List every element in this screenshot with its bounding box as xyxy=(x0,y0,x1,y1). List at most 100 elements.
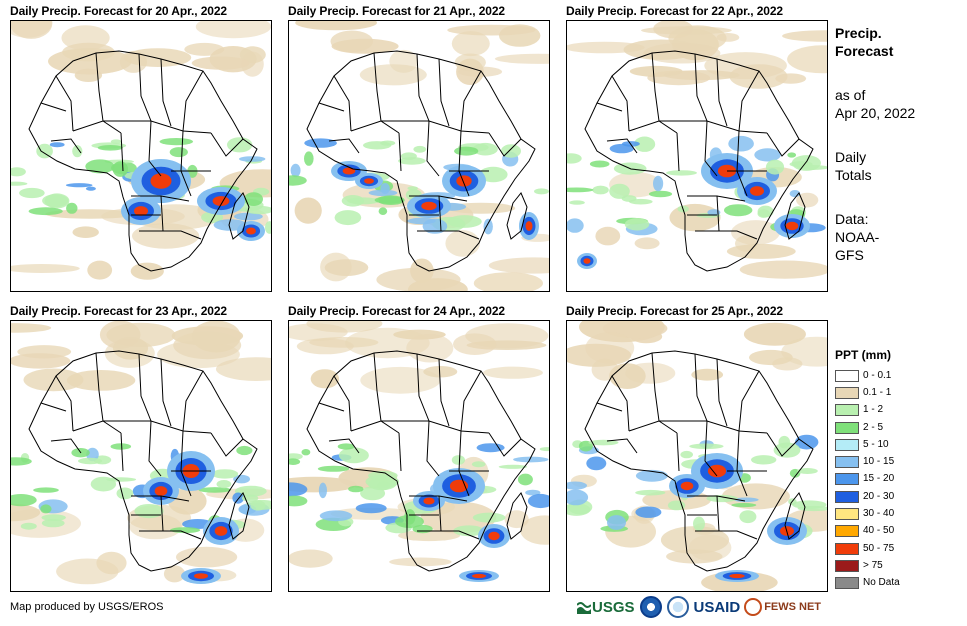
panel-title: Daily Precip. Forecast for 21 Apr., 2022 xyxy=(288,4,505,18)
precip-patch xyxy=(634,237,660,250)
border-line xyxy=(148,420,162,477)
border-line xyxy=(160,58,172,127)
precip-patch xyxy=(498,464,528,469)
legend-item: No Data xyxy=(835,575,960,592)
precip-patch xyxy=(447,24,536,36)
precip-patch xyxy=(680,481,694,491)
border-line xyxy=(72,420,212,434)
precip-patch xyxy=(214,526,228,536)
precip-patch xyxy=(483,218,493,235)
precip-patch xyxy=(451,31,490,57)
precip-patch xyxy=(72,226,99,238)
precip-patch xyxy=(757,209,770,218)
usgs-logo-text: USGS xyxy=(592,598,635,616)
precip-patch xyxy=(624,218,650,231)
precip-patch xyxy=(304,138,337,148)
border-line xyxy=(687,195,746,202)
precip-patch xyxy=(97,145,123,151)
precip-patch xyxy=(525,221,533,231)
precip-patch xyxy=(216,480,232,489)
border-line xyxy=(373,52,400,134)
precip-patch xyxy=(233,474,251,484)
border-line xyxy=(182,370,204,432)
coastline xyxy=(584,50,814,272)
border-line xyxy=(695,230,758,240)
country-borders xyxy=(28,350,258,572)
border-line xyxy=(438,495,442,532)
legend-swatch xyxy=(835,473,859,486)
precip-patch xyxy=(355,503,387,514)
coastline xyxy=(228,192,250,240)
border-line xyxy=(695,530,758,540)
precip-patch xyxy=(583,258,591,264)
precip-patch xyxy=(227,137,253,153)
precip-patch xyxy=(337,443,355,450)
legend-swatch xyxy=(835,577,859,590)
precip-patch xyxy=(456,175,472,187)
border-line xyxy=(606,138,638,154)
precip-patch xyxy=(724,204,753,217)
precip-patch xyxy=(413,145,427,153)
map-svg xyxy=(567,321,827,591)
legend-item: 10 - 15 xyxy=(835,453,960,470)
rain-band xyxy=(567,135,827,236)
doi-seal-icon xyxy=(666,596,689,618)
border-line xyxy=(716,195,720,232)
precip-patch xyxy=(592,185,609,195)
map-svg xyxy=(11,21,271,280)
precip-patch xyxy=(729,573,745,579)
precip-patch xyxy=(65,183,93,188)
precip-patch xyxy=(11,21,53,39)
precip-patch xyxy=(20,522,37,530)
panel-title: Daily Precip. Forecast for 25 Apr., 2022 xyxy=(566,304,783,318)
border-line xyxy=(426,120,440,177)
precip-patch xyxy=(11,264,80,273)
precip-patch xyxy=(184,42,225,56)
coastline xyxy=(228,492,250,540)
precip-patch xyxy=(61,25,110,51)
border-line xyxy=(328,438,360,454)
precip-patch xyxy=(244,192,263,207)
precip-patch xyxy=(733,497,759,503)
precip-patch xyxy=(781,336,827,367)
precip-patch xyxy=(623,39,699,60)
legend-swatch xyxy=(835,421,859,434)
precip-patch xyxy=(795,434,819,450)
side-info: Precip. Forecast as of Apr 20, 2022 Dail… xyxy=(835,24,965,264)
precip-patch xyxy=(567,489,589,506)
precip-patch xyxy=(176,546,238,568)
border-line xyxy=(438,58,450,127)
precip-patch xyxy=(751,455,777,465)
panel-title: Daily Precip. Forecast for 22 Apr., 2022 xyxy=(566,4,783,18)
legend-item: 40 - 50 xyxy=(835,523,960,540)
precip-patch xyxy=(11,494,37,507)
precip-patch xyxy=(110,139,122,144)
precip-patch xyxy=(159,138,193,146)
precip-patch xyxy=(680,450,693,459)
border-line xyxy=(651,52,678,134)
precip-patch xyxy=(294,197,322,224)
precip-patch xyxy=(728,135,754,152)
dry-region xyxy=(11,321,271,585)
forecast-panel-4: Daily Precip. Forecast for 23 Apr., 2022 xyxy=(10,304,272,592)
precip-patch xyxy=(360,366,441,394)
precip-patch xyxy=(85,186,96,191)
legend-swatch xyxy=(835,386,859,399)
heavy-rain-cores xyxy=(121,159,265,241)
precip-patch xyxy=(625,362,676,384)
precip-patch xyxy=(451,455,465,465)
precip-patch xyxy=(42,194,69,208)
precip-patch xyxy=(236,445,253,456)
precip-patch xyxy=(290,163,301,178)
precip-patch xyxy=(154,486,168,496)
precip-patch xyxy=(363,141,392,150)
legend-item: 50 - 75 xyxy=(835,540,960,557)
precip-patch xyxy=(374,196,404,204)
map-svg xyxy=(11,321,271,585)
precip-patch xyxy=(775,73,807,84)
legend-item: 1 - 2 xyxy=(835,402,960,419)
border-line xyxy=(488,432,522,457)
legend-label: 30 - 40 xyxy=(863,508,895,520)
forecast-map xyxy=(288,20,550,292)
precip-patch xyxy=(389,557,452,567)
